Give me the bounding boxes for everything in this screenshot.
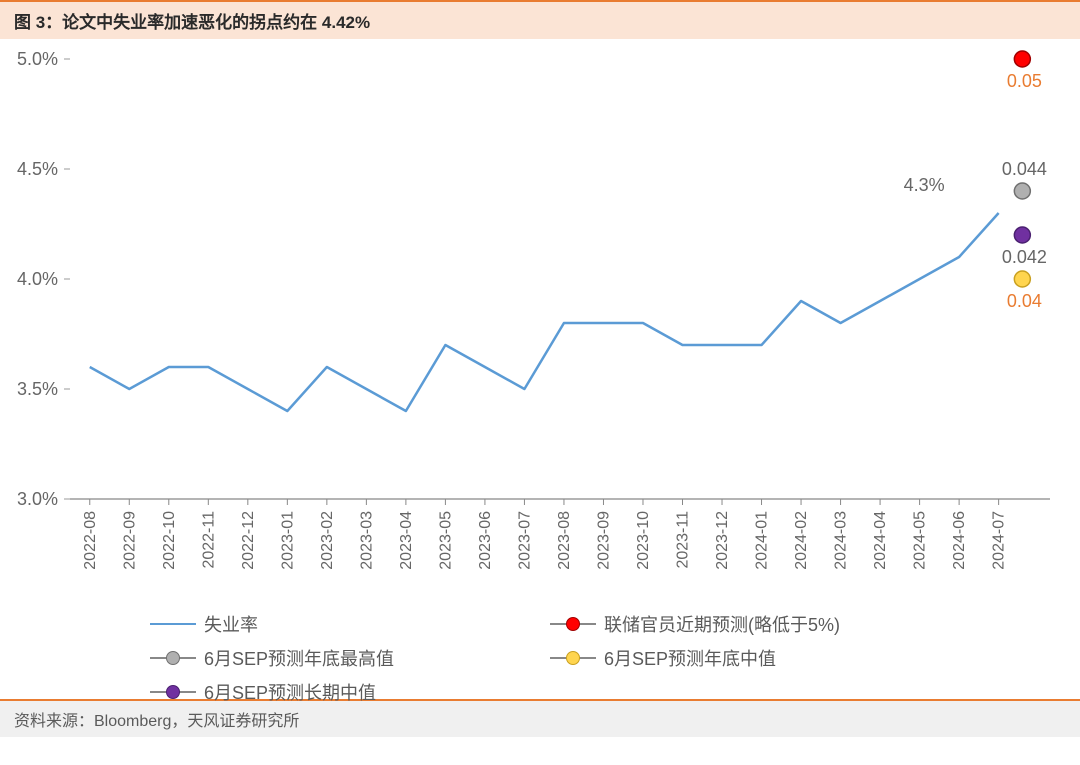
svg-text:4.3%: 4.3% — [904, 175, 945, 195]
svg-text:0.042: 0.042 — [1002, 247, 1047, 267]
svg-text:2022-10: 2022-10 — [161, 511, 178, 570]
svg-text:2023-06: 2023-06 — [477, 511, 494, 570]
chart-title: 图 3：论文中失业率加速恶化的拐点约在 4.42% — [0, 0, 1080, 39]
chart-plot-area: 3.0% 3.5% 4.0% 4.5% 5.0% 2022-08 2022-09 2022-1… — [0, 39, 1080, 699]
svg-text:2024-05: 2024-05 — [912, 511, 929, 570]
svg-text:2024-03: 2024-03 — [833, 511, 850, 570]
svg-text:2023-08: 2023-08 — [556, 511, 573, 570]
chart-container: 图 3：论文中失业率加速恶化的拐点约在 4.42% 3.0% 3.5% 4.0% 4.… — [0, 0, 1080, 765]
svg-text:2023-01: 2023-01 — [279, 511, 296, 570]
legend-label: 6月SEP预测年底最高值 — [204, 645, 394, 671]
legend-label: 6月SEP预测长期中值 — [204, 679, 376, 705]
svg-text:2024-02: 2024-02 — [793, 511, 810, 570]
svg-text:2023-03: 2023-03 — [358, 511, 375, 570]
legend-label: 失业率 — [204, 611, 258, 637]
svg-text:2022-12: 2022-12 — [240, 511, 257, 570]
svg-text:0.044: 0.044 — [1002, 159, 1047, 179]
svg-text:2024-06: 2024-06 — [951, 511, 968, 570]
legend-marker-swatch — [550, 657, 596, 659]
legend-marker-swatch — [150, 657, 196, 659]
svg-text:2023-12: 2023-12 — [714, 511, 731, 570]
legend-label: 联储官员近期预测(略低于5%) — [604, 611, 840, 637]
svg-text:2023-02: 2023-02 — [319, 511, 336, 570]
svg-text:0.05: 0.05 — [1007, 71, 1042, 91]
legend-label: 6月SEP预测年底中值 — [604, 645, 776, 671]
legend-marker-swatch — [150, 691, 196, 693]
chart-svg: 3.0% 3.5% 4.0% 4.5% 5.0% 2022-08 2022-09 2022-1… — [0, 39, 1080, 699]
svg-text:5.0%: 5.0% — [17, 49, 58, 69]
svg-text:2024-04: 2024-04 — [872, 511, 889, 570]
svg-text:2023-10: 2023-10 — [635, 511, 652, 570]
svg-text:3.0%: 3.0% — [17, 489, 58, 509]
svg-text:2024-01: 2024-01 — [754, 511, 771, 570]
legend-item: 联储官员近期预测(略低于5%) — [550, 611, 910, 637]
svg-text:0.04: 0.04 — [1007, 291, 1042, 311]
svg-text:4.0%: 4.0% — [17, 269, 58, 289]
svg-text:2022-11: 2022-11 — [200, 511, 217, 569]
legend-item: 6月SEP预测长期中值 — [150, 679, 510, 705]
svg-text:2024-07: 2024-07 — [991, 511, 1008, 570]
legend-line-swatch — [150, 623, 196, 625]
svg-text:2022-09: 2022-09 — [121, 511, 138, 570]
legend-item: 6月SEP预测年底中值 — [550, 645, 910, 671]
legend-item: 失业率 — [150, 611, 510, 637]
legend: 失业率 联储官员近期预测(略低于5%) 6月SEP预测年底最高值 6月SEP预测年底中… — [150, 611, 950, 713]
svg-text:2023-07: 2023-07 — [516, 511, 533, 570]
svg-text:4.5%: 4.5% — [17, 159, 58, 179]
svg-text:2023-11: 2023-11 — [675, 511, 692, 569]
svg-text:3.5%: 3.5% — [17, 379, 58, 399]
legend-marker-swatch — [550, 623, 596, 625]
legend-item: 6月SEP预测年底最高值 — [150, 645, 510, 671]
svg-text:2022-08: 2022-08 — [82, 511, 99, 570]
svg-text:2023-05: 2023-05 — [437, 511, 454, 570]
svg-text:2023-09: 2023-09 — [595, 511, 612, 570]
svg-text:2023-04: 2023-04 — [398, 511, 415, 570]
